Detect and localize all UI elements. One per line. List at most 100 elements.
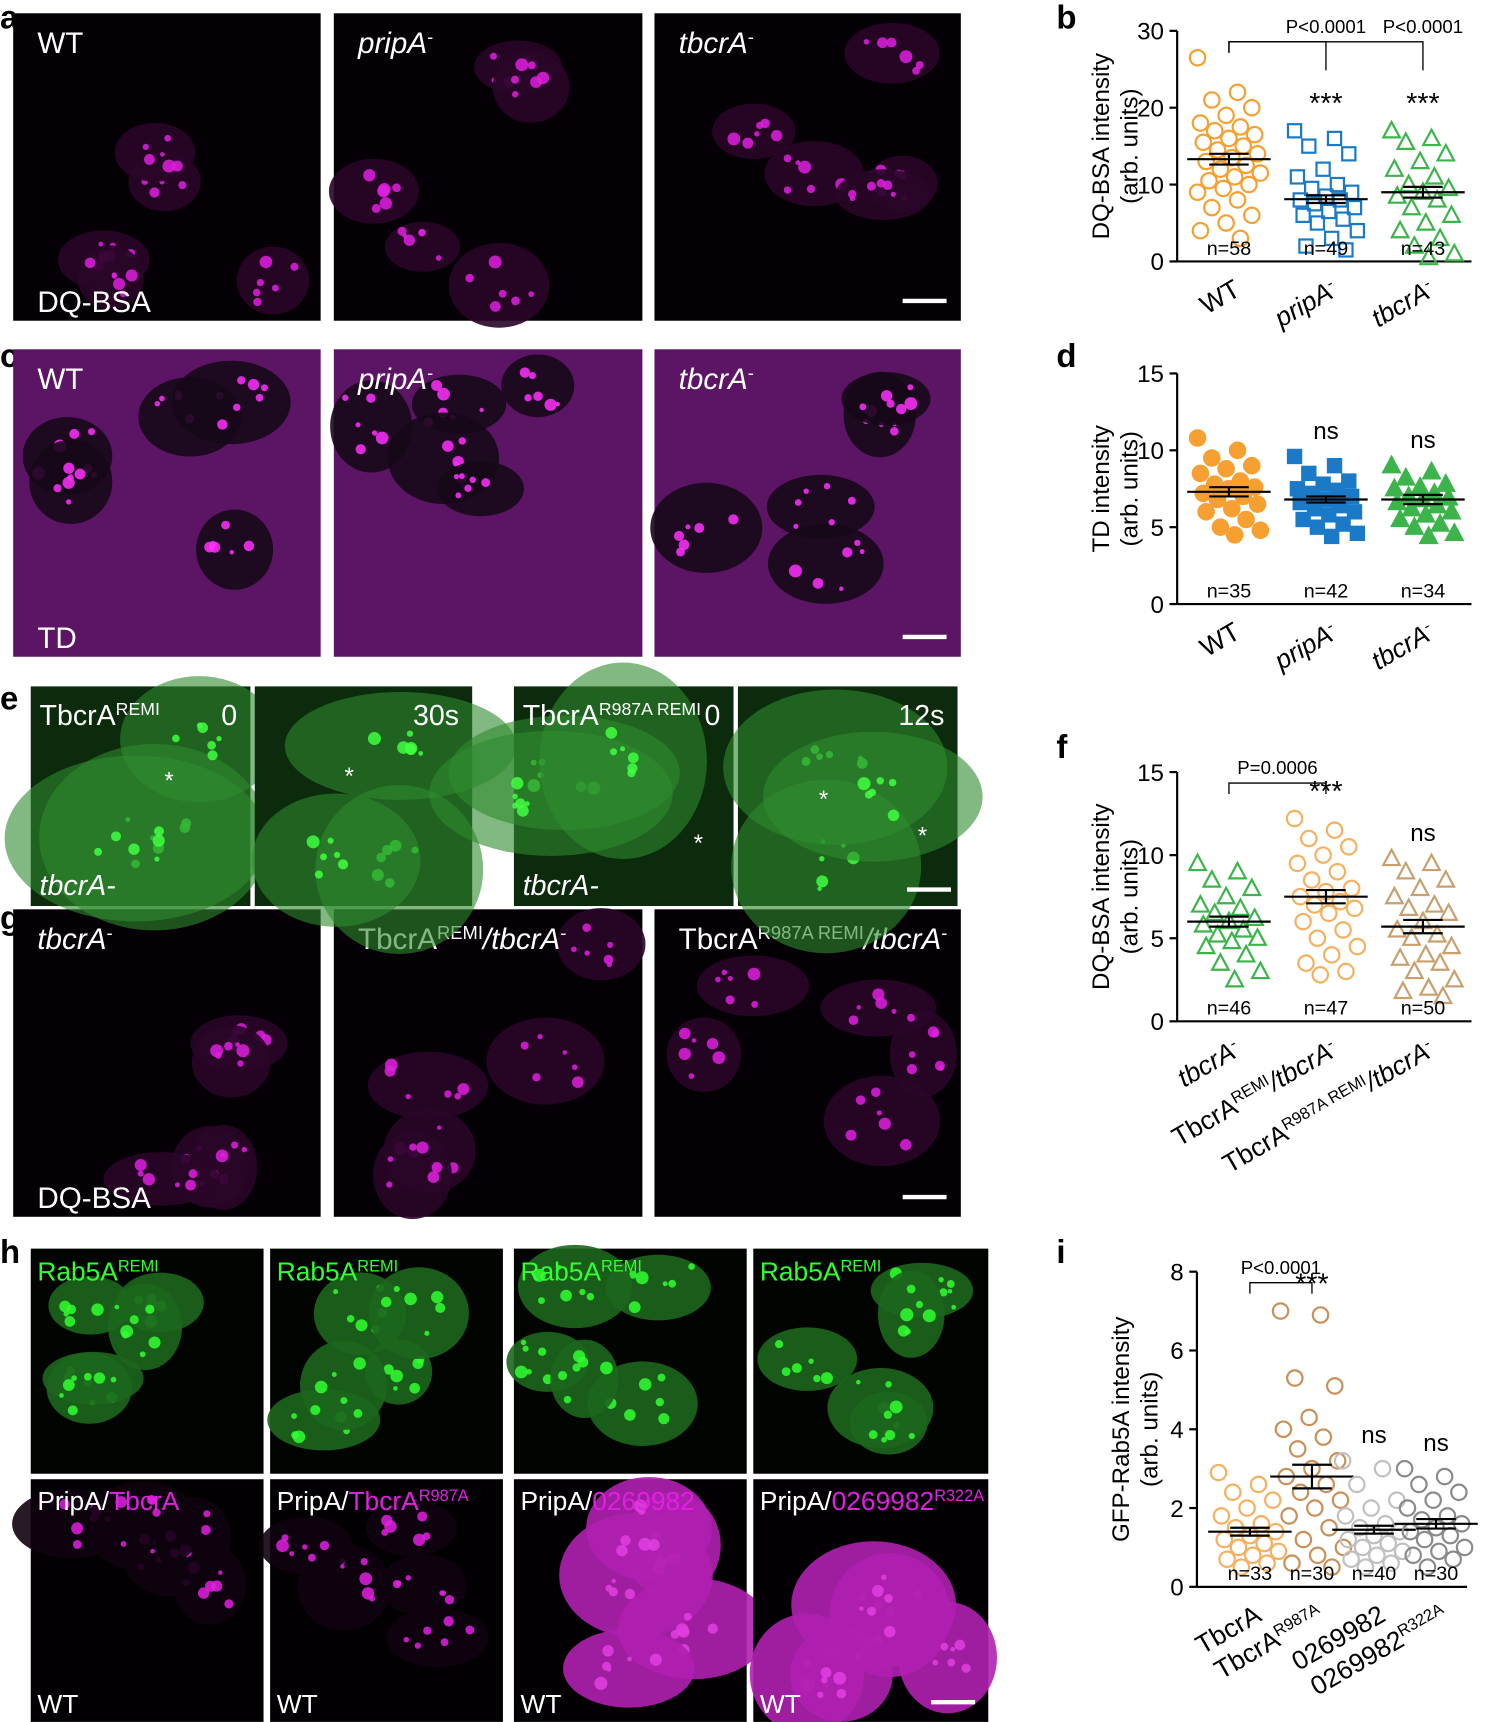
vesicle	[152, 1508, 161, 1517]
n-label: n=30	[1414, 1563, 1459, 1585]
vesicle	[498, 289, 507, 298]
point	[1306, 1499, 1324, 1517]
vesicle	[511, 777, 524, 790]
vesicle	[514, 1365, 528, 1379]
point	[1203, 91, 1221, 109]
vesicle	[848, 189, 857, 199]
image-label: Rab5AREMI	[277, 1256, 398, 1286]
vesicle	[571, 946, 577, 953]
vesicle	[519, 367, 531, 378]
point	[1244, 907, 1265, 926]
vesicle	[961, 1663, 971, 1673]
y-axis-label: (arb. units)	[1117, 839, 1144, 954]
point	[1249, 1475, 1268, 1494]
y-axis-label: (arb. units)	[1117, 88, 1144, 203]
y-tick-label: 4	[1170, 1417, 1183, 1444]
y-tick-label: 0	[1151, 1009, 1164, 1036]
point	[1387, 184, 1408, 204]
cell	[492, 51, 570, 123]
point	[1208, 141, 1227, 159]
vesicle	[908, 1051, 916, 1058]
vesicle	[863, 39, 870, 45]
point	[1271, 1302, 1290, 1320]
vesicle	[454, 461, 460, 467]
point	[1349, 223, 1366, 239]
point	[1376, 1515, 1395, 1533]
point	[1326, 1377, 1344, 1395]
cell	[367, 1051, 489, 1119]
label-part: TbcrA	[348, 1486, 419, 1516]
point	[1237, 510, 1255, 529]
significance: ns	[1361, 1422, 1387, 1449]
point	[1398, 1499, 1417, 1517]
vesicle	[59, 1300, 71, 1313]
y-axis-label: DQ-BSA intensity	[1088, 803, 1115, 990]
cell	[650, 482, 763, 574]
vesicle	[110, 1376, 117, 1383]
bracket	[1228, 41, 1327, 71]
vesicle	[442, 440, 454, 452]
point	[1297, 954, 1315, 972]
point	[1398, 173, 1419, 193]
stain-label: TD	[37, 622, 76, 655]
vesicle	[524, 801, 530, 807]
vesicle	[397, 226, 407, 236]
vesicle	[872, 988, 885, 1001]
point	[1333, 1451, 1352, 1470]
point	[1251, 164, 1270, 182]
vesicle	[319, 1540, 330, 1551]
vesicle	[812, 577, 824, 589]
vesicle	[221, 520, 230, 530]
point	[1294, 912, 1312, 931]
vesicle	[847, 496, 856, 505]
vesicle	[527, 61, 536, 70]
vesicle	[908, 1432, 915, 1440]
vesicle	[816, 875, 829, 888]
point	[1209, 1463, 1228, 1482]
vesicle	[528, 372, 536, 380]
point	[1217, 106, 1235, 125]
point	[1390, 219, 1411, 239]
n-label: n=35	[1207, 580, 1252, 602]
point	[1288, 1440, 1307, 1458]
vesicle	[712, 1051, 726, 1065]
vesicle	[573, 1350, 586, 1363]
vesicle	[657, 1373, 666, 1382]
strain-label: tbcrA-	[523, 870, 599, 902]
vesicle	[236, 1044, 250, 1058]
point	[1390, 508, 1411, 528]
vesicle	[624, 1588, 636, 1600]
asterisk: *	[164, 768, 174, 795]
point	[1348, 1475, 1366, 1494]
point	[1424, 165, 1445, 185]
vesicle	[884, 1594, 893, 1603]
vesicle	[363, 169, 376, 182]
point	[1441, 500, 1462, 520]
vesicle	[371, 430, 378, 436]
vesicle	[207, 740, 217, 750]
vesicle	[820, 1372, 833, 1385]
point	[1382, 1554, 1400, 1572]
vesicle	[204, 541, 215, 553]
vesicle	[379, 197, 393, 210]
vesicle	[409, 1143, 417, 1151]
cell	[368, 1267, 469, 1360]
point	[1220, 129, 1238, 148]
vesicle	[627, 1656, 632, 1662]
vesicle	[427, 1171, 440, 1184]
label-part: WT	[520, 1689, 561, 1719]
vesicle	[627, 752, 639, 764]
stain-label: DQ-BSA	[37, 286, 151, 319]
point	[1194, 484, 1213, 503]
x-tick-label: pripA-	[1268, 274, 1342, 334]
point	[1381, 847, 1402, 867]
y-tick-label: 0	[1170, 1575, 1183, 1602]
vesicle	[128, 843, 140, 855]
point	[1292, 494, 1308, 511]
label-part: /tbcrA	[1358, 1036, 1434, 1097]
vesicle	[381, 1529, 389, 1536]
image-label: tbcrA-	[679, 25, 754, 60]
vesicle	[932, 1659, 938, 1666]
bracket	[1249, 1282, 1313, 1294]
vesicle	[542, 1374, 553, 1385]
